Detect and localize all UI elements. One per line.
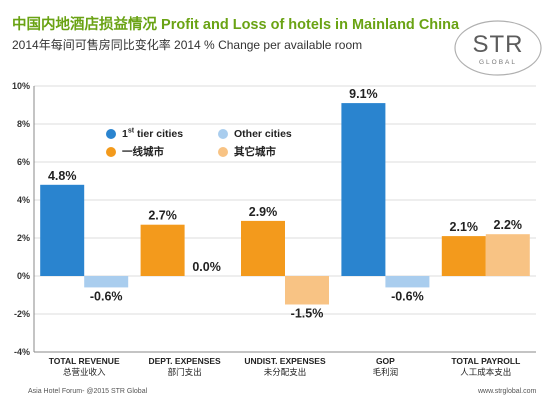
legend-item-tier1: 1st tier cities: [106, 128, 183, 140]
legend-label-tier1-cn: 一线城市: [122, 146, 164, 158]
footer-url: www.strglobal.com: [478, 388, 537, 395]
bar: [441, 236, 486, 276]
logo-subtext: GLOBAL: [479, 59, 517, 66]
category-label-cn: 人工成本支出: [460, 367, 511, 378]
data-label: 2.9%: [249, 205, 278, 219]
bar: [40, 184, 85, 276]
bar: [385, 276, 430, 288]
legend-item-other-cn: 其它城市: [218, 144, 276, 159]
category-label: UNDIST. EXPENSES: [244, 356, 326, 366]
bar: [341, 103, 386, 276]
bar: [140, 224, 185, 276]
data-label: -0.6%: [391, 289, 424, 303]
bar: [84, 276, 129, 288]
legend-swatch-other: [218, 129, 228, 139]
data-label: 4.8%: [48, 169, 77, 183]
legend: 1st tier cities Other cities 一线城市 其它城市: [106, 128, 306, 160]
legend-label-other: Other cities: [234, 128, 292, 140]
bar: [485, 234, 530, 276]
y-tick-label: -4%: [14, 347, 30, 357]
legend-swatch-other-cn: [218, 146, 228, 157]
category-label: TOTAL REVENUE: [49, 356, 120, 366]
category-label: DEPT. EXPENSES: [148, 356, 221, 366]
chart-title: 中国内地酒店损益情况 Profit and Loss of hotels in …: [12, 17, 460, 33]
legend-label-tier1: 1st tier cities: [122, 127, 184, 141]
y-tick-label: 6%: [17, 157, 30, 167]
category-label-cn: 总营业收入: [63, 367, 106, 378]
bar: [285, 276, 329, 305]
legend-item-tier1-cn: 一线城市: [106, 144, 164, 159]
legend-swatch-tier1: [106, 129, 116, 139]
chart-subtitle: 2014年每间可售房同比变化率 2014 % Change per availa…: [12, 38, 363, 52]
footer-credit: Asia Hotel Forum- @2015 STR Global: [28, 388, 148, 395]
category-label-cn: 部门支出: [168, 367, 202, 378]
category-label-cn: 毛利润: [373, 367, 399, 378]
category-label-cn: 未分配支出: [264, 367, 307, 378]
y-tick-label: -2%: [14, 309, 30, 319]
legend-label-other-cn: 其它城市: [234, 146, 276, 158]
category-label: GOP: [376, 356, 395, 366]
data-label: 2.7%: [148, 209, 177, 223]
legend-item-other: Other cities: [218, 128, 292, 140]
y-tick-label: 10%: [12, 81, 30, 91]
data-label: 0.0%: [192, 260, 221, 274]
category-label: TOTAL PAYROLL: [451, 356, 520, 366]
logo-text: STR: [473, 31, 524, 58]
data-label: 9.1%: [349, 87, 378, 101]
data-label: -0.6%: [90, 289, 123, 303]
y-tick-label: 4%: [17, 195, 30, 205]
y-tick-label: 0%: [17, 271, 30, 281]
data-label: 2.1%: [450, 220, 479, 234]
data-label: -1.5%: [291, 307, 324, 321]
bar: [241, 220, 285, 276]
str-global-logo: STR GLOBAL: [454, 20, 542, 76]
data-label: 2.2%: [494, 218, 523, 232]
y-tick-label: 2%: [17, 233, 30, 243]
legend-swatch-tier1-cn: [106, 146, 116, 157]
y-tick-label: 8%: [17, 119, 30, 129]
